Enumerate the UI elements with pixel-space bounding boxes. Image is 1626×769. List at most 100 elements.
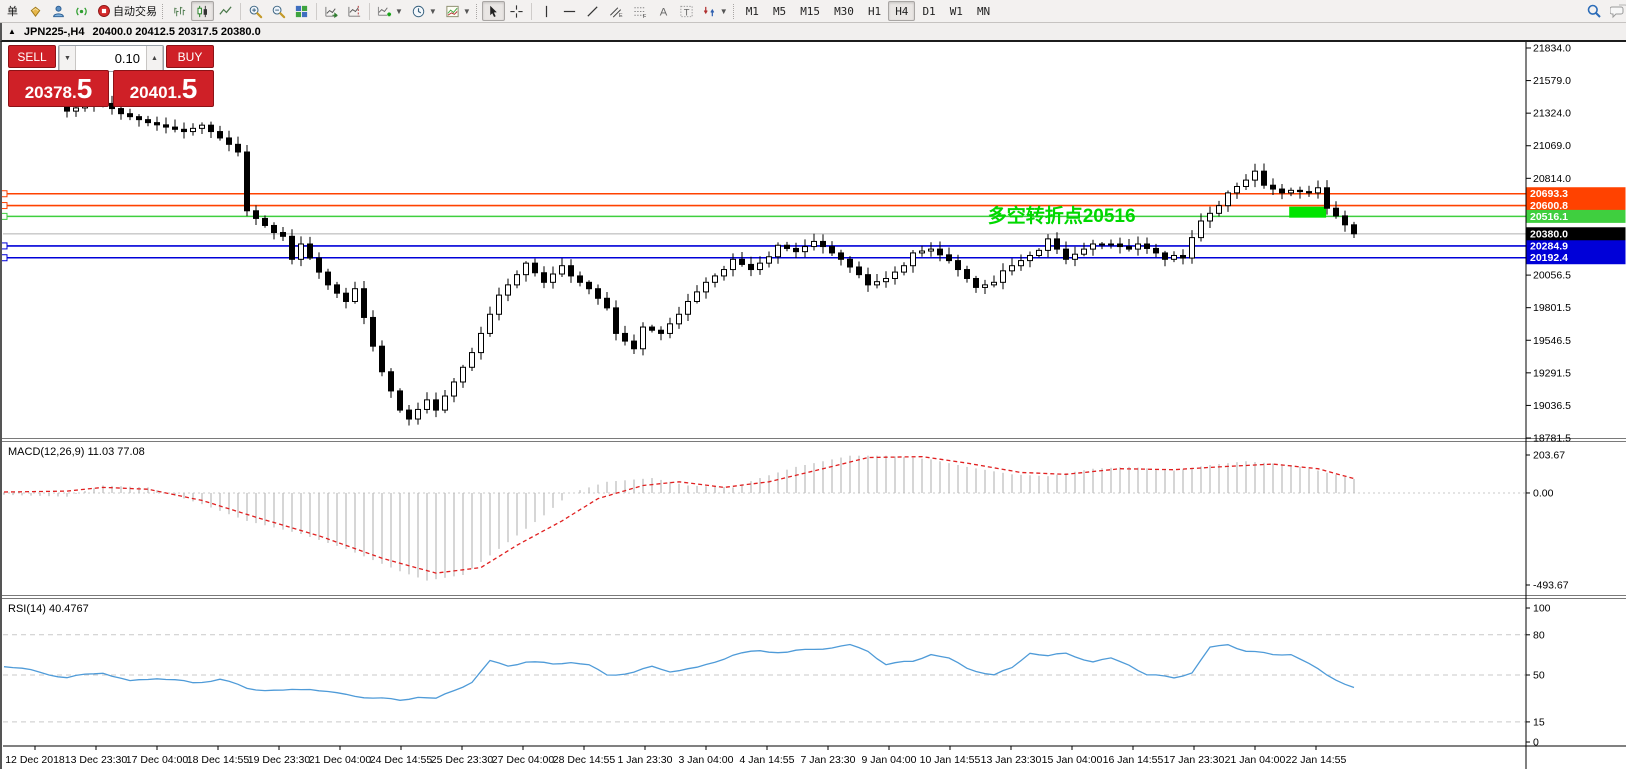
date-axis-label: 21 Jan 04:00 — [1225, 754, 1286, 766]
vertical-line-icon — [539, 4, 554, 19]
chart-annotation-text[interactable]: 多空转折点20516 — [988, 204, 1136, 227]
one-click-trading-panel: SELL ▼ 0.10 ▲ BUY 20378. 5 20401. 5 — [8, 45, 214, 107]
autotrading-label: 自动交易 — [113, 6, 157, 18]
deposit-button[interactable] — [24, 1, 47, 21]
svg-text:20380.0: 20380.0 — [1530, 228, 1568, 240]
text-tool-button[interactable]: A — [652, 1, 675, 21]
volume-value[interactable]: 0.10 — [114, 51, 140, 66]
timeframe-H1[interactable]: H1 — [867, 4, 882, 18]
date-axis-label: 18 Dec 14:55 — [187, 754, 250, 766]
add-indicator-icon — [377, 4, 392, 19]
periods-button[interactable]: ▼ — [407, 1, 441, 21]
tile-windows-icon — [294, 4, 309, 19]
dropdown-arrow-icon: ▼ — [719, 6, 728, 16]
toolbar-grip[interactable] — [162, 3, 165, 19]
channel-tool-button[interactable]: E — [604, 1, 628, 21]
zoom-out-button[interactable] — [267, 1, 290, 21]
price-axis-tick: 21324.0 — [1533, 108, 1571, 120]
date-axis-label: 22 Jan 14:55 — [1286, 754, 1347, 766]
add-indicator-button[interactable]: ▼ — [373, 1, 407, 21]
timeframe-M5[interactable]: M5 — [772, 4, 787, 18]
chat-icon — [1610, 3, 1626, 19]
chart-objects[interactable]: 多空转折点20516 — [0, 190, 1526, 262]
chart-shift-button[interactable] — [343, 1, 366, 21]
toolbar-separator — [530, 2, 532, 20]
collapse-icon[interactable]: ▲ — [8, 27, 16, 36]
fibonacci-tool-button[interactable]: F — [628, 1, 652, 21]
text-label-tool-button[interactable]: T — [675, 1, 698, 21]
candlestick-mode-button[interactable] — [191, 1, 214, 21]
text-label-icon: T — [679, 4, 694, 19]
macd-signal-line — [3, 455, 1355, 574]
buy-price-sep: . — [176, 83, 182, 102]
price-axis-tick: 19291.5 — [1533, 367, 1571, 379]
zoom-out-icon — [271, 4, 286, 19]
date-axis-label: 13 Dec 23:30 — [65, 754, 128, 766]
toolbar-grip[interactable] — [475, 3, 479, 19]
price-axis-tick: 21834.0 — [1533, 43, 1571, 55]
toolbar-grip[interactable] — [732, 3, 736, 19]
line-chart-mode-button[interactable] — [214, 1, 237, 21]
radio-signal-icon — [74, 4, 89, 19]
cursor-tool-button[interactable] — [481, 1, 505, 21]
tile-windows-button[interactable] — [290, 1, 313, 21]
timeframe-D1[interactable]: D1 — [922, 4, 936, 18]
buy-price-display[interactable]: 20401. 5 — [113, 70, 214, 107]
price-axis-tick: 21579.0 — [1533, 75, 1571, 87]
volume-decrease-button[interactable]: ▼ — [59, 46, 76, 71]
volume-increase-button[interactable]: ▲ — [146, 46, 163, 71]
date-axis-label: 19 Dec 23:30 — [248, 754, 311, 766]
open-account-button[interactable] — [47, 1, 70, 21]
zoom-in-button[interactable] — [244, 1, 267, 21]
crosshair-tool-button[interactable] — [505, 1, 528, 21]
macd-axis-tick: 0.00 — [1533, 487, 1554, 499]
timeframe-M15[interactable]: M15 — [800, 4, 821, 18]
vertical-line-tool-button[interactable] — [535, 1, 558, 21]
timeframe-M1[interactable]: M1 — [745, 4, 759, 18]
svg-text:20600.8: 20600.8 — [1530, 200, 1568, 212]
signals-button[interactable] — [70, 1, 93, 21]
templates-button[interactable]: ▼ — [441, 1, 475, 21]
date-axis-label: 25 Dec 23:30 — [431, 754, 494, 766]
bar-chart-mode-button[interactable] — [168, 1, 191, 21]
timeframe-MN[interactable]: MN — [976, 4, 991, 18]
rsi-line — [3, 643, 1355, 701]
price-axis-tick: 19801.5 — [1533, 302, 1571, 314]
text-a-icon: A — [656, 4, 671, 19]
date-axis-label: 16 Jan 14:55 — [1103, 754, 1164, 766]
autotrading-button[interactable]: 自动交易 — [93, 1, 161, 21]
date-axis-label: 7 Jan 23:30 — [801, 754, 856, 766]
new-order-label: 单 — [7, 6, 18, 18]
shapes-arrows-icon — [702, 4, 717, 19]
chart-canvas[interactable]: 多空转折点20516 21834.0 21579.0 21324.0 21069.0 20… — [0, 42, 1626, 769]
date-axis-label: 9 Jan 04:00 — [862, 754, 917, 766]
timeframe-H4[interactable]: H4 — [888, 1, 916, 21]
timeframe-W1[interactable]: W1 — [949, 4, 963, 18]
date-axis-label: 24 Dec 14:55 — [370, 754, 433, 766]
trendline-tool-button[interactable] — [581, 1, 604, 21]
chat-button[interactable] — [1606, 1, 1626, 21]
timeframe-M30[interactable]: M30 — [834, 4, 854, 18]
date-axis-label: 21 Dec 04:00 — [309, 754, 372, 766]
sell-price-sep: . — [71, 83, 77, 102]
toolbar-separator — [240, 2, 241, 20]
date-axis-label: 27 Dec 04:00 — [492, 754, 555, 766]
horizontal-line-tool-button[interactable] — [558, 1, 581, 21]
buy-button[interactable]: BUY — [166, 45, 214, 68]
search-button[interactable] — [1582, 1, 1606, 21]
macd-panel — [3, 455, 1526, 581]
new-order-button[interactable]: 单 — [1, 1, 24, 21]
arrows-tool-button[interactable]: ▼ — [698, 1, 732, 21]
sell-button[interactable]: SELL — [8, 45, 56, 68]
horizontal-line-icon — [562, 4, 577, 19]
auto-scroll-button[interactable] — [320, 1, 343, 21]
date-axis-label: 10 Jan 14:55 — [920, 754, 981, 766]
price-axis-tick: 18781.5 — [1533, 433, 1571, 445]
svg-text:20284.9: 20284.9 — [1530, 240, 1568, 252]
sell-price-display[interactable]: 20378. 5 — [8, 70, 109, 107]
rsi-axis-tick: 15 — [1533, 716, 1545, 728]
price-axis-tick: 20814.0 — [1533, 173, 1571, 185]
price-axis-tick: 19546.5 — [1533, 335, 1571, 347]
sell-price-int: 20378 — [24, 83, 72, 102]
gold-icon — [28, 4, 43, 19]
